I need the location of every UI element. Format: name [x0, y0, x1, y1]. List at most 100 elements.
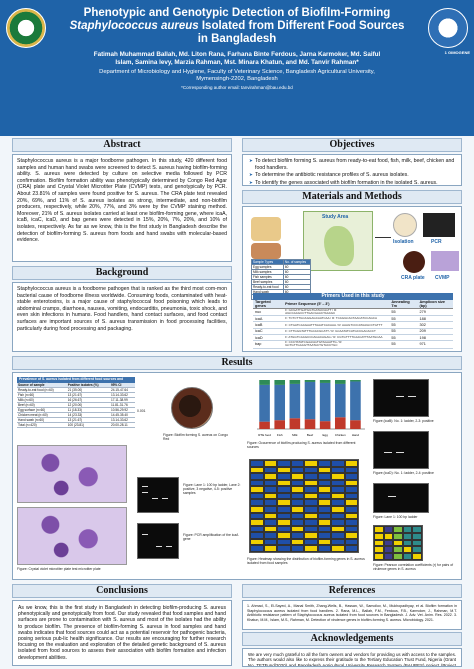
heatmap-cell [290, 499, 304, 506]
heatmap-cell [263, 486, 277, 493]
heatmap-cell [304, 532, 318, 539]
heatmap-cell [304, 545, 318, 552]
heatmap-cell [331, 486, 345, 493]
prevalence-table: Source of sample Positive isolates (%) 9… [17, 383, 135, 428]
correlation-cell [383, 526, 394, 533]
table-row: Chicken meat (n=60) 14 (23.33) 14.45-35.40 [17, 412, 135, 418]
authors-line-1: Fatimah Muhammad Ballah, Md. Liton Rana,… [93, 51, 381, 58]
correlation-cell [412, 532, 422, 540]
results-panel: Prevalence of S. aureus isolated from di… [12, 372, 462, 580]
correlation-cell [402, 532, 413, 540]
heatmap-cell [277, 545, 291, 552]
heatmap-cell [277, 492, 291, 500]
heatmap-cell [250, 499, 264, 506]
table-cell: 55 [389, 308, 418, 317]
table-cell: 13 (21.67) [66, 392, 110, 398]
correlation-cell [412, 546, 422, 554]
table-cell: Chicken meat (n=60) [17, 412, 67, 418]
gel-band [388, 496, 396, 497]
x-tick-label: RTE food [258, 433, 271, 437]
microtiter-plate-photo-1 [17, 445, 127, 503]
cra-caption: Figure: Biofilm forming S. aureus on Con… [163, 433, 229, 441]
heatmap-cell [290, 479, 304, 487]
pcr-label: PCR [431, 239, 442, 245]
heatmap-cell [290, 538, 304, 546]
affiliation-line-2: Mymensingh-2202, Bangladesh [196, 76, 278, 82]
correlation-cell [412, 539, 422, 547]
methods-heading: Materials and Methods [242, 190, 462, 204]
objective-item: To determine the antibiotic resistance p… [249, 172, 455, 179]
bar-segment-non [304, 380, 316, 382]
heatmap-cell [250, 532, 264, 539]
heatmap-cell [317, 466, 331, 474]
table-cell: 971 [417, 340, 453, 349]
heatmap-cell [277, 532, 291, 539]
heatmap-cell [277, 499, 291, 506]
gel-band [396, 452, 404, 453]
table-row: Egg surface (n=60) 11 (18.33) 10.56-29.92 [17, 407, 135, 413]
correlation-cell [374, 539, 384, 547]
heatmap-cell [304, 460, 318, 467]
heatmap-cell [317, 499, 331, 506]
affiliation-line-1: Department of Microbiology and Hygiene, … [99, 69, 375, 75]
heatmap-cell [277, 519, 291, 526]
heatmap-caption: Figure: Heatmap showing the distribution… [247, 557, 365, 565]
cra-label: CRA plate [401, 275, 425, 281]
bar-chart-caption: Figure: Occurrence of biofilm-producing … [247, 441, 356, 449]
heatmap-cell [344, 532, 358, 539]
correlation-cell [402, 553, 413, 560]
author-list: Fatimah Muhammad Ballah, Md. Liton Rana,… [47, 51, 427, 67]
heatmap-cell [290, 525, 304, 533]
table-cell: F: CTTGGGTATTTGCACGCATT / R: GCAATATCATG… [283, 328, 390, 336]
heatmap-cell [304, 473, 318, 480]
heatmap-cell [304, 492, 318, 500]
table-header: Primer Sequence (5'→3') [283, 300, 390, 309]
heatmap-cell [263, 460, 277, 467]
table-cell: 12 (20.00) [66, 402, 110, 408]
gel-band [142, 492, 148, 493]
heatmap-cell [290, 466, 304, 474]
heatmap-cell [331, 512, 345, 520]
heatmap-cell [263, 525, 277, 533]
heatmap-cell [263, 499, 277, 506]
bar-segment-non [274, 380, 286, 385]
heatmap-cell [331, 492, 345, 500]
heatmap-cell [277, 473, 291, 480]
table-row: Beef (n=60) 12 (20.00) 11.81-31.76 [17, 402, 135, 408]
bar-segment-strong [274, 420, 286, 429]
heatmap-cell [317, 545, 331, 552]
bar-segment-strong [350, 420, 361, 429]
bangladesh-map-shape [324, 226, 354, 266]
heatmap-cell [317, 460, 331, 467]
cvmp-label: CVMP [435, 275, 450, 281]
bar-segment-intermediate [304, 381, 316, 420]
heatmap-cell [304, 499, 318, 506]
heatmap-cell [263, 492, 277, 500]
gel-image-icab [373, 379, 429, 417]
heatmap-cell [263, 512, 277, 520]
heatmap-cell [250, 486, 264, 493]
table-row: Fish (n=60) 13 (21.67) 13.14-33.62 [17, 392, 135, 398]
heatmap-cell [263, 473, 277, 480]
heatmap-cell [344, 538, 358, 546]
gel-band [166, 546, 172, 547]
methods-panel: Study Area Isolation PCR CRA plate CVMP … [242, 206, 462, 352]
table-cell: 302 [417, 321, 453, 329]
table-cell: F: CTGATCAAGAATTTAAATCACAAA / R: AAAGTCC… [283, 321, 390, 329]
heatmap-cell [344, 505, 358, 513]
bar-segment-non [350, 380, 361, 382]
gel-band [408, 396, 416, 397]
table-cell: Beef (n=60) [17, 402, 67, 408]
table-header: Annealing Tm [389, 300, 418, 309]
table-cell: 17.11-38.99 [109, 397, 135, 403]
bar-segment-intermediate [289, 383, 301, 419]
pcr-gel-photo [423, 213, 455, 237]
table-cell: 14.45-35.40 [109, 412, 135, 418]
correlation-cell [374, 526, 384, 533]
heatmap-cell [344, 460, 358, 467]
table-cell: 55 [389, 321, 418, 329]
background-text: Staphylococcus aureus is a foodborne pat… [12, 282, 232, 352]
correlation-cell [402, 539, 413, 547]
title-line-2-rest: Isolated from Different Food Sources [198, 20, 405, 32]
background-heading: Background [12, 266, 232, 280]
